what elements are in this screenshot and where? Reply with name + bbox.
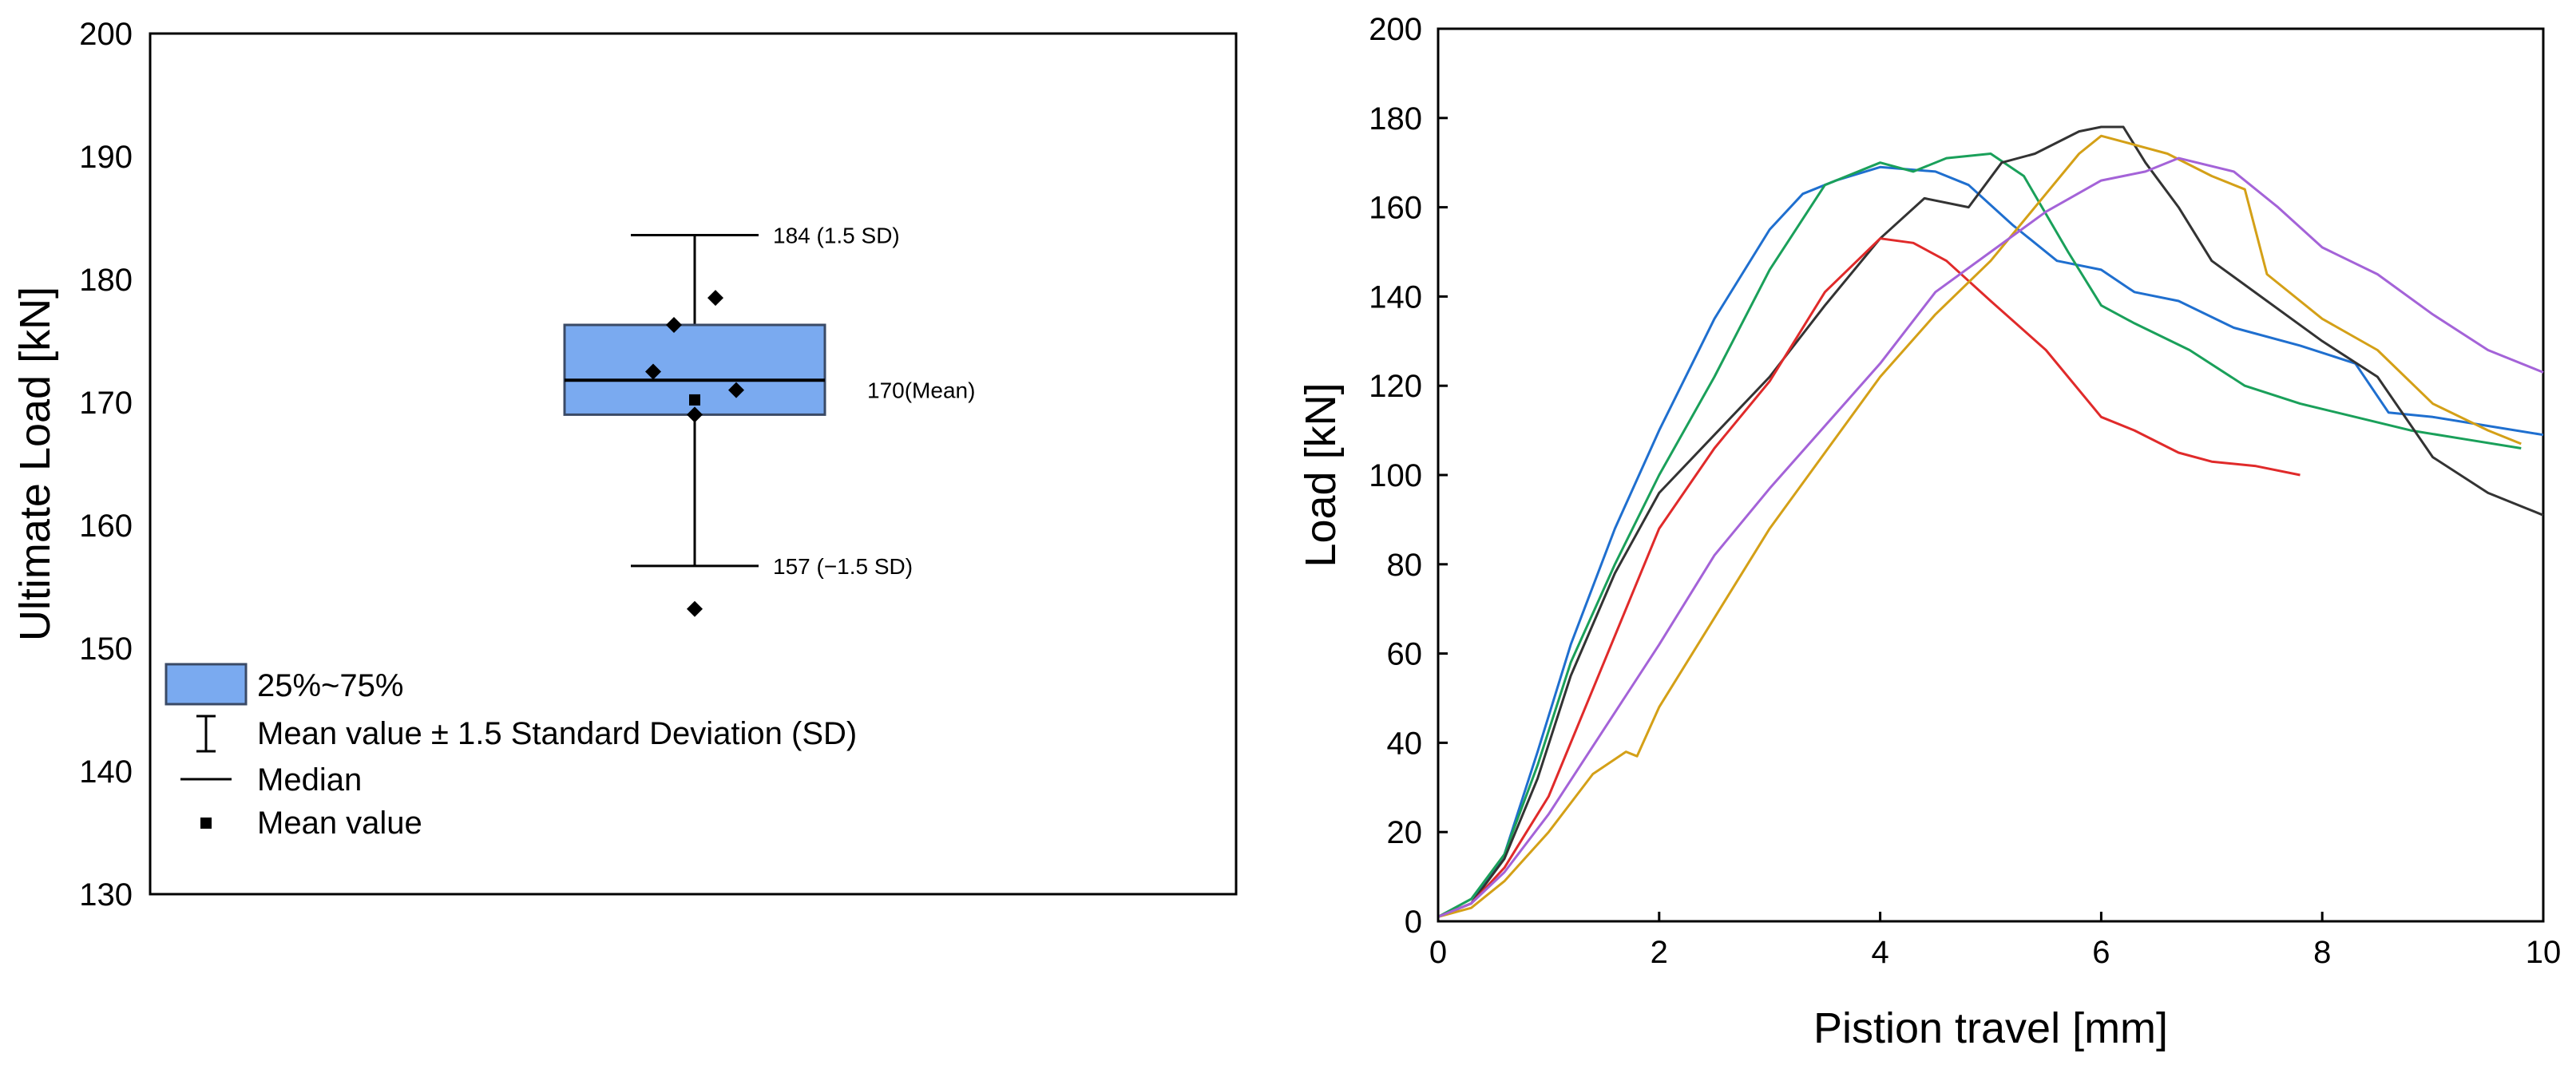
line-x-tick-label: 0 xyxy=(1429,935,1447,970)
load-curve-chart: 0 2 4 6 8 10 0 20 40 60 80 100 120 140 160 180 200 Pist… xyxy=(1297,12,2561,1052)
box-y-tick-label: 180 xyxy=(79,263,133,298)
load-curve-6 xyxy=(1437,156,2544,918)
box-y-tick-label: 190 xyxy=(79,140,133,175)
line-y-tick-label: 100 xyxy=(1369,458,1422,493)
line-y-axis-label: Load [kN] xyxy=(1297,382,1345,567)
box-legend: 25%~75% Mean value ± 1.5 Standard Deviat… xyxy=(164,663,857,841)
box-y-ticks: 130 140 150 160 170 180 190 200 xyxy=(79,17,133,913)
line-x-axis-label: Pistion travel [mm] xyxy=(1813,1004,2168,1052)
line-series-group xyxy=(1437,125,2544,918)
upper-sd-annotation: 184 (1.5 SD) xyxy=(773,224,900,248)
data-point xyxy=(687,600,703,617)
line-chart-frame xyxy=(1437,27,2545,923)
box-y-tick-label: 150 xyxy=(79,632,133,667)
legend-box-label: 25%~75% xyxy=(257,668,403,703)
data-point xyxy=(666,316,682,333)
legend-errorbar-label: Mean value ± 1.5 Standard Deviation (SD) xyxy=(257,716,857,751)
box-plot-chart: 130 140 150 160 170 180 190 200 Ultimate Load [… xyxy=(11,17,1238,913)
box-y-tick-label: 170 xyxy=(79,386,133,421)
data-points xyxy=(645,290,744,617)
line-y-tick-label: 0 xyxy=(1405,905,1422,940)
line-y-tick-label: 60 xyxy=(1387,637,1423,672)
load-curve-5 xyxy=(1437,134,2522,918)
line-y-tick-label: 200 xyxy=(1369,12,1422,47)
legend-box-swatch xyxy=(164,663,248,706)
data-point xyxy=(707,290,723,307)
legend-mean-symbol xyxy=(200,818,212,829)
line-y-tick-label: 180 xyxy=(1369,101,1422,137)
load-curve-4 xyxy=(1437,237,2301,918)
mean-annotation: 170(Mean) xyxy=(867,378,975,402)
box-y-tick-label: 140 xyxy=(79,754,133,790)
legend-median-label: Median xyxy=(257,762,362,798)
box-y-axis-label: Ultimate Load [kN] xyxy=(11,287,59,641)
line-x-ticks: 0 2 4 6 8 10 xyxy=(1429,912,2561,970)
line-y-tick-label: 80 xyxy=(1387,548,1423,583)
data-point xyxy=(728,382,744,398)
load-curve-1 xyxy=(1437,165,2544,918)
lower-sd-annotation: 157 (−1.5 SD) xyxy=(773,554,913,579)
box-elements xyxy=(563,234,826,617)
box-plot-frame xyxy=(149,32,1238,896)
line-y-tick-label: 160 xyxy=(1369,191,1422,226)
box-y-tick-label: 200 xyxy=(79,17,133,52)
line-y-ticks: 0 20 40 60 80 100 120 140 160 180 200 xyxy=(1369,12,1448,940)
line-y-tick-label: 140 xyxy=(1369,279,1422,315)
line-y-tick-label: 20 xyxy=(1387,815,1423,850)
legend-mean-label: Mean value xyxy=(257,806,422,841)
load-curve-2 xyxy=(1437,152,2522,918)
line-y-tick-label: 120 xyxy=(1369,369,1422,404)
line-x-tick-label: 6 xyxy=(2092,935,2110,970)
line-x-tick-label: 8 xyxy=(2313,935,2331,970)
box-y-tick-label: 130 xyxy=(79,877,133,913)
legend-errorbar-symbol xyxy=(196,715,216,753)
line-x-tick-label: 2 xyxy=(1651,935,1668,970)
load-curve-3 xyxy=(1437,125,2544,918)
line-x-tick-label: 10 xyxy=(2526,935,2562,970)
data-point xyxy=(687,406,703,423)
box-y-tick-label: 160 xyxy=(79,509,133,544)
mean-marker xyxy=(689,394,700,406)
line-y-tick-label: 40 xyxy=(1387,726,1423,761)
line-x-tick-label: 4 xyxy=(1871,935,1888,970)
data-point xyxy=(645,363,661,380)
